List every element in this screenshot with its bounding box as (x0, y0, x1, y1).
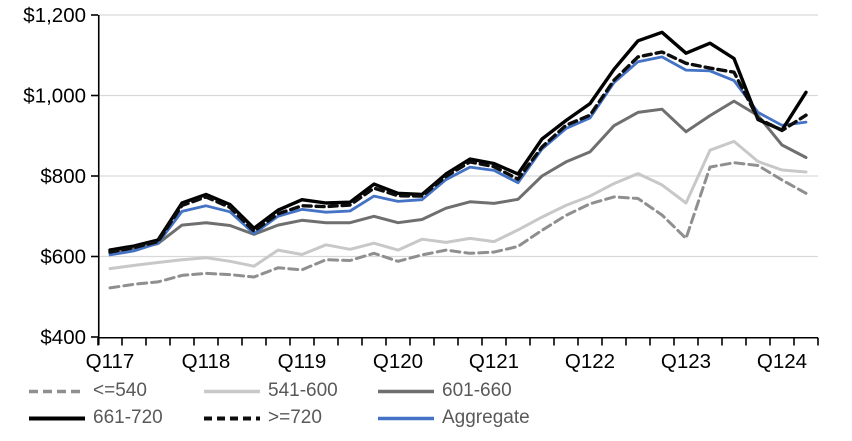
series-line-601-660 (108, 99, 808, 255)
legend-label-lte540: <=540 (93, 380, 147, 401)
legend-line-sample-661-720-icon (29, 416, 85, 420)
x-axis-label: Q120 (373, 350, 423, 373)
y-axis-label: $1,000 (23, 85, 86, 108)
y-axis-label: $400 (40, 326, 86, 349)
x-axis-label: Q121 (469, 350, 519, 373)
legend-line-sample-gte720-icon (204, 416, 260, 420)
y-axis-label: $800 (40, 165, 86, 188)
legend-line-sample-541-600-icon (204, 389, 260, 393)
legend-item-541-600: 541-600 (203, 378, 338, 404)
chart-canvas: $400 $600 $800 $1,000 $1,200 Q117 Q118 Q119 Q120… (23, 4, 819, 373)
legend-label-661-720: 661-720 (93, 407, 163, 428)
x-axis-label: Q118 (182, 350, 231, 373)
legend-line-sample-lte540-icon (29, 389, 85, 393)
legend-label-gte720: >=720 (268, 407, 322, 428)
y-axis-label: $600 (40, 246, 86, 269)
legend-line-sample-aggregate-icon (378, 416, 434, 420)
chart-legend: <=540 541-600 601-660 661-720 >=720 Aggr… (0, 376, 852, 441)
legend-item-601-660: 601-660 (377, 378, 512, 404)
legend-label-601-660: 601-660 (442, 380, 512, 401)
x-axis-label: Q122 (565, 350, 615, 373)
legend-item-gte720: >=720 (203, 405, 322, 431)
series-line->=720 (108, 50, 808, 254)
legend-item-661-720: 661-720 (28, 405, 163, 431)
x-axis-label: Q117 (86, 350, 135, 373)
x-axis-label: Q124 (757, 350, 807, 373)
legend-item-lte540: <=540 (28, 378, 147, 404)
legend-label-aggregate: Aggregate (442, 407, 530, 428)
series-line-661-720 (108, 30, 808, 252)
y-axis-label: $1,200 (23, 4, 86, 27)
legend-line-sample-601-660-icon (378, 389, 434, 393)
series-line-Aggregate (108, 55, 808, 257)
legend-item-aggregate: Aggregate (377, 405, 530, 431)
series-line-541-600 (108, 139, 808, 271)
legend-label-541-600: 541-600 (268, 380, 338, 401)
series-line-<=540 (108, 161, 808, 290)
x-axis-label: Q119 (278, 350, 327, 373)
x-axis-label: Q123 (661, 350, 711, 373)
